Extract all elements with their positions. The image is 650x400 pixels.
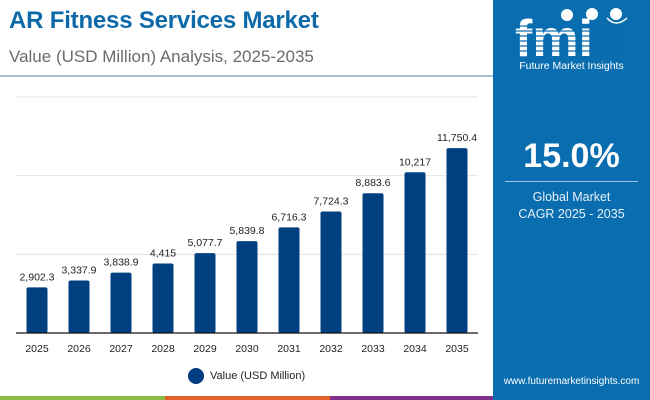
x-tick-label: 2025 — [25, 343, 49, 355]
data-label: 7,724.3 — [313, 195, 348, 207]
data-label: 2,902.3 — [19, 271, 54, 283]
x-tick-label: 2031 — [277, 343, 301, 355]
bar — [68, 280, 90, 333]
logo-subtitle: Future Market Insights — [519, 60, 624, 72]
cagr-label-line1: Global Market — [532, 190, 611, 204]
fmi-logo-icon: fmi — [511, 8, 628, 68]
chart-legend: Value (USD Million) — [188, 368, 305, 384]
bar — [26, 287, 48, 333]
cagr-label-line2: CAGR 2025 - 2035 — [518, 207, 625, 221]
x-tick-label: 2035 — [445, 343, 469, 355]
data-label: 5,077.7 — [187, 237, 222, 249]
bar — [278, 227, 300, 333]
data-label: 3,838.9 — [103, 257, 138, 269]
side-panel: fmi Future Market Insights 15.0% Global … — [493, 0, 650, 400]
strip-purple — [330, 396, 493, 400]
header-divider — [0, 75, 493, 77]
x-tick-label: 2033 — [361, 343, 385, 355]
cagr-divider — [505, 181, 638, 182]
data-label: 4,415 — [150, 248, 176, 260]
data-label: 5,839.8 — [229, 225, 264, 237]
x-tick-label: 2029 — [193, 343, 217, 355]
bar — [446, 148, 468, 333]
bar-chart: 2,902.3 2025 3,337.9 2026 3,838.9 2027 4,415 20… — [16, 96, 478, 355]
data-label: 11,750.4 — [437, 132, 477, 144]
data-label: 6,716.3 — [271, 211, 306, 223]
bar — [362, 193, 384, 333]
legend-label: Value (USD Million) — [210, 370, 306, 382]
bar — [152, 263, 174, 333]
x-tick-label: 2027 — [109, 343, 133, 355]
x-tick-label: 2028 — [151, 343, 175, 355]
bar — [194, 253, 216, 333]
chart-subtitle: Value (USD Million) Analysis, 2025-2035 — [9, 47, 314, 66]
x-tick-label: 2032 — [319, 343, 343, 355]
strip-green — [0, 396, 165, 400]
x-tick-label: 2026 — [67, 343, 91, 355]
cagr-value: 15.0% — [523, 137, 620, 175]
bar — [110, 272, 132, 333]
chart-title: AR Fitness Services Market — [9, 7, 319, 34]
x-tick-label: 2034 — [403, 343, 427, 355]
strip-orange — [165, 396, 330, 400]
svg-text:fmi: fmi — [515, 10, 593, 68]
bar — [236, 241, 258, 333]
data-label: 10,217 — [399, 156, 431, 168]
data-label: 8,883.6 — [355, 177, 390, 189]
bar — [404, 172, 426, 333]
data-label: 3,337.9 — [61, 264, 96, 276]
x-tick-label: 2030 — [235, 343, 259, 355]
cagr-label: Global Market CAGR 2025 - 2035 — [493, 189, 650, 223]
website-link[interactable]: www.futuremarketinsights.com — [503, 376, 640, 387]
legend-swatch — [188, 368, 204, 384]
bar — [320, 211, 342, 333]
